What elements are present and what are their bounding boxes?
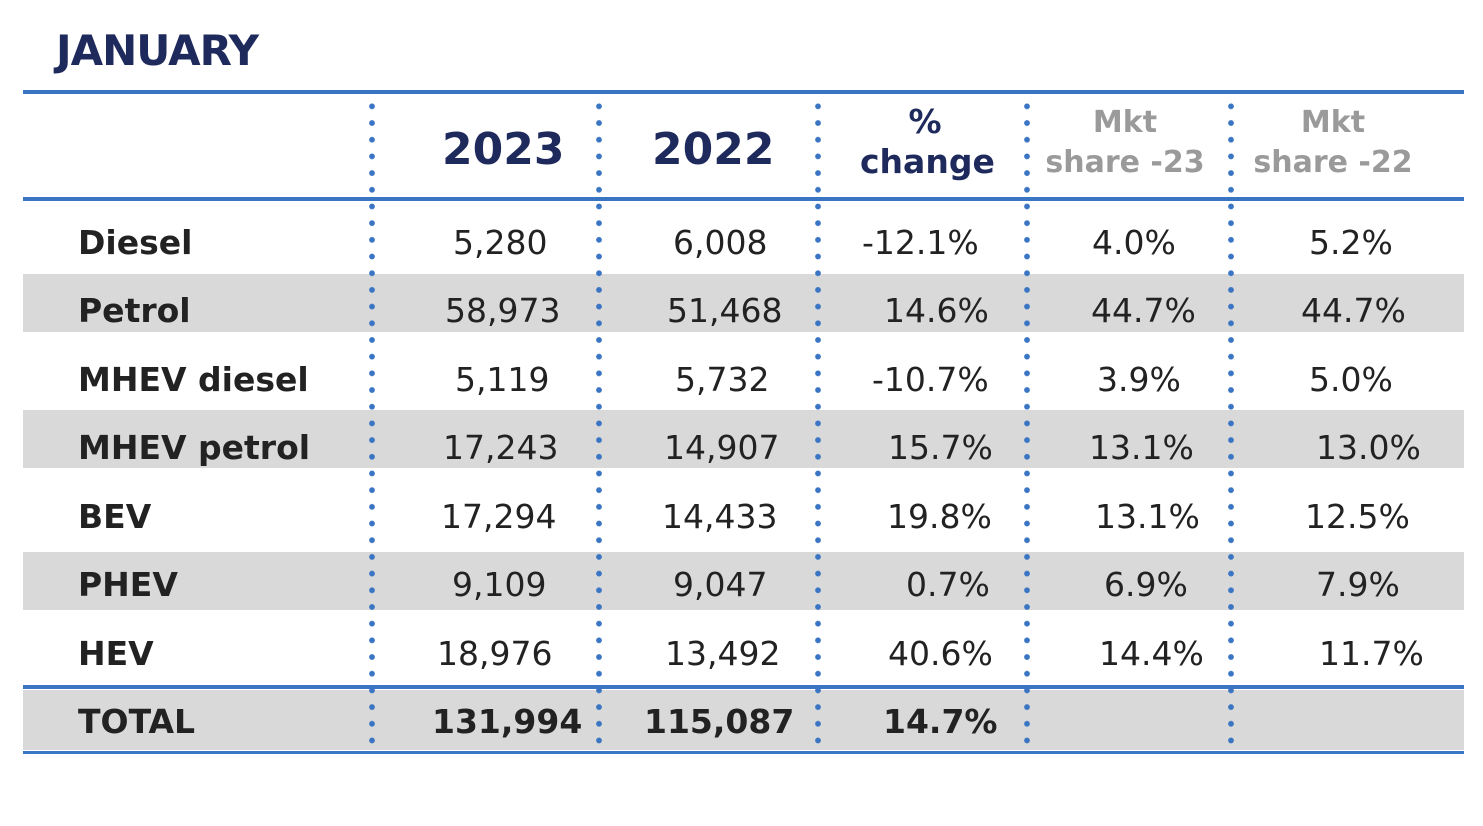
header-2022: 2022 (652, 124, 775, 175)
cell-total-2023: 131,994 (432, 702, 583, 741)
row-band-phev (23, 552, 1464, 610)
header-mkt22-line2: share -22 (1253, 145, 1413, 180)
cell-hev-change: 40.6% (888, 634, 993, 673)
cell-mhev-petrol-share23: 13.1% (1089, 428, 1194, 467)
cell-hev-share23: 14.4% (1099, 634, 1204, 673)
cell-petrol-share22: 44.7% (1301, 291, 1406, 330)
header-mkt23-line1: Mkt (1092, 105, 1158, 140)
header-mkt22-line1: Mkt (1300, 105, 1366, 140)
header-mkt-share-23: Mkt share -23 (1045, 103, 1205, 183)
cell-phev-2022: 9,047 (673, 565, 768, 604)
cell-diesel-2023: 5,280 (453, 223, 548, 262)
row-band-petrol (23, 274, 1464, 332)
row-label-mhev-diesel: MHEV diesel (78, 360, 309, 399)
row-label-phev: PHEV (78, 565, 178, 604)
cell-petrol-share23: 44.7% (1091, 291, 1196, 330)
row-label-mhev-petrol: MHEV petrol (78, 428, 311, 467)
row-label-total: TOTAL (78, 702, 196, 741)
header-2023: 2023 (442, 124, 565, 175)
cell-bev-share23: 13.1% (1095, 497, 1200, 536)
cell-hev-2023: 18,976 (437, 634, 553, 673)
cell-bev-2023: 17,294 (441, 497, 557, 536)
header-pct-symbol: % (908, 102, 942, 141)
page-title: JANUARY (56, 26, 259, 75)
total-rule (23, 685, 1464, 689)
row-label-diesel: Diesel (78, 223, 193, 262)
cell-mhev-diesel-change: -10.7% (872, 360, 989, 399)
cell-total-2022: 115,087 (644, 702, 795, 741)
cell-mhev-diesel-share22: 5.0% (1309, 360, 1393, 399)
top-rule (23, 90, 1464, 94)
column-separator-5 (1228, 98, 1234, 748)
column-separator-3 (815, 98, 821, 748)
cell-diesel-change: -12.1% (862, 223, 979, 262)
cell-phev-change: 0.7% (906, 565, 990, 604)
cell-phev-share23: 6.9% (1104, 565, 1188, 604)
column-separator-4 (1024, 98, 1030, 748)
cell-bev-share22: 12.5% (1305, 497, 1410, 536)
header-mkt23-line2: share -23 (1045, 145, 1205, 180)
cell-diesel-share22: 5.2% (1309, 223, 1393, 262)
cell-mhev-diesel-2022: 5,732 (675, 360, 770, 399)
row-label-bev: BEV (78, 497, 152, 536)
cell-total-change: 14.7% (883, 702, 998, 741)
cell-bev-change: 19.8% (887, 497, 992, 536)
cell-mhev-petrol-2022: 14,907 (664, 428, 780, 467)
cell-mhev-diesel-share23: 3.9% (1097, 360, 1181, 399)
cell-bev-2022: 14,433 (662, 497, 778, 536)
bottom-rule (23, 751, 1464, 754)
cell-petrol-2023: 58,973 (445, 291, 561, 330)
cell-phev-2023: 9,109 (452, 565, 547, 604)
column-separator-2 (596, 98, 602, 748)
row-band-mhev-petrol (23, 410, 1464, 468)
cell-mhev-petrol-change: 15.7% (888, 428, 993, 467)
cell-diesel-share23: 4.0% (1092, 223, 1176, 262)
cell-hev-2022: 13,492 (665, 634, 781, 673)
header-rule (23, 197, 1464, 201)
cell-diesel-2022: 6,008 (673, 223, 768, 262)
cell-petrol-2022: 51,468 (667, 291, 783, 330)
header-mkt-share-22: Mkt share -22 (1253, 103, 1413, 183)
cell-petrol-change: 14.6% (884, 291, 989, 330)
header-pct-word: change (860, 142, 995, 181)
row-band-total (23, 690, 1464, 750)
column-separator-1 (369, 98, 375, 748)
cell-mhev-petrol-share22: 13.0% (1316, 428, 1421, 467)
cell-mhev-petrol-2023: 17,243 (443, 428, 559, 467)
row-label-hev: HEV (78, 634, 154, 673)
cell-phev-share22: 7.9% (1316, 565, 1400, 604)
cell-mhev-diesel-2023: 5,119 (455, 360, 550, 399)
header-pct-change: % change (860, 102, 995, 182)
cell-hev-share22: 11.7% (1319, 634, 1424, 673)
row-label-petrol: Petrol (78, 291, 191, 330)
